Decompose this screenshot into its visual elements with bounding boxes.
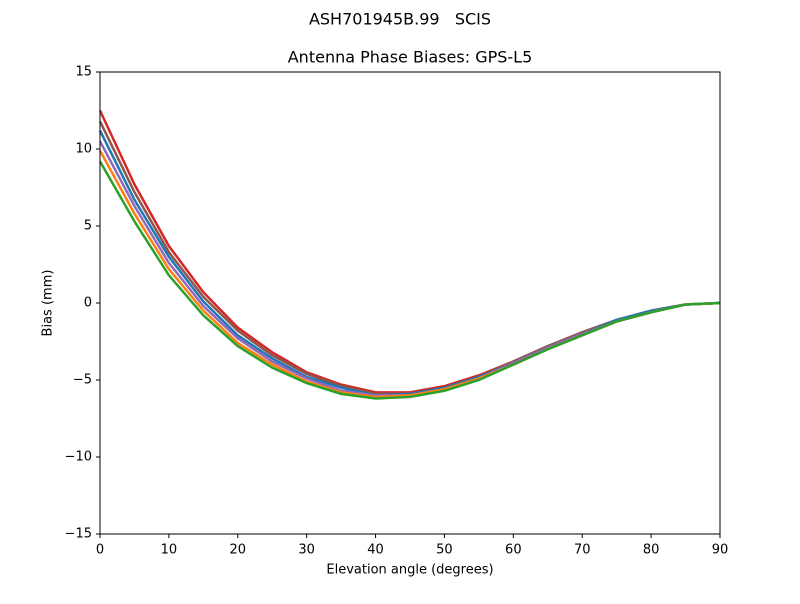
x-tick-label: 40 (367, 543, 384, 558)
x-tick-label: 0 (96, 543, 104, 558)
series-line (98, 129, 721, 397)
x-tick-label: 90 (712, 543, 729, 558)
series-line (98, 109, 721, 394)
y-tick-label: −10 (65, 450, 92, 465)
y-tick-label: 10 (75, 142, 92, 157)
y-tick-label: −15 (65, 527, 92, 542)
chart-title: Antenna Phase Biases: GPS-L5 (288, 48, 533, 67)
x-tick-label: 80 (643, 543, 660, 558)
series-line (98, 160, 721, 400)
y-tick-label: 0 (84, 296, 92, 311)
x-tick-label: 50 (436, 543, 453, 558)
y-tick-label: −5 (73, 373, 92, 388)
x-tick-label: 20 (230, 543, 247, 558)
suptitle: ASH701945B.99 SCIS (309, 10, 491, 29)
series-line (98, 140, 721, 397)
y-tick-label: 5 (84, 219, 92, 234)
x-tick-label: 70 (574, 543, 591, 558)
series-line (98, 149, 721, 399)
x-axis-label: Elevation angle (degrees) (326, 563, 493, 578)
x-tick-label: 60 (505, 543, 522, 558)
y-axis-label: Bias (mm) (41, 270, 56, 337)
y-tick-label: 15 (75, 65, 92, 80)
plot-frame (99, 71, 721, 535)
x-tick-label: 10 (161, 543, 178, 558)
x-tick-label: 30 (298, 543, 315, 558)
series-line (98, 120, 721, 396)
